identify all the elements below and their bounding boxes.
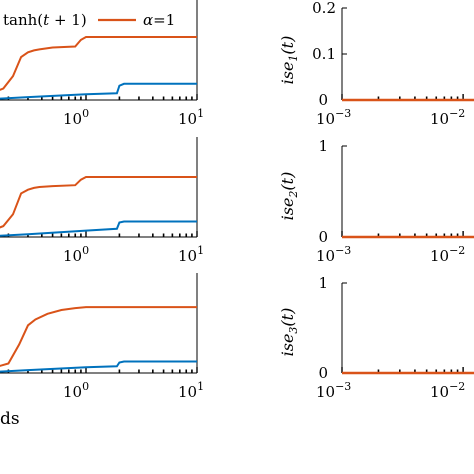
right-panel-2-xtick-label-0: 10−3: [316, 244, 351, 265]
legend-entry-tanh-label: tanh(t + 1): [3, 11, 87, 29]
right-panel-1-ylabel: ise1(t): [278, 36, 300, 85]
right-panel-3: 0 1 10−3 10−2 ise3(t): [278, 274, 474, 401]
right-panel-2-ytick-label-1: 1: [318, 137, 328, 155]
right-panel-1-xtick-label-0: 10−3: [316, 107, 351, 128]
left-panel-3-series-tanh: [0, 360, 197, 373]
left-panel-1-x-ticks: [7, 94, 198, 100]
left-panel-2-series-tanh: [0, 220, 197, 237]
right-panel-1-ytick-label-1: 0.1: [312, 45, 336, 63]
right-panel-2-ylabel: ise2(t): [278, 172, 300, 221]
right-panel-1: 0 0.1 0.2 10−3 10−2 ise1(t): [278, 0, 474, 128]
left-panel-2-series-alpha1: [0, 176, 197, 229]
left-panel-3-xtick-label-1: 101: [178, 380, 204, 401]
right-panel-3-xtick-label-0: 10−3: [316, 380, 351, 401]
legend-entry-alpha-label: α=1: [143, 11, 175, 29]
x-axis-label-fragment: ds: [0, 409, 20, 429]
right-panel-3-ylabel: ise3(t): [278, 308, 300, 357]
right-panel-3-ytick-label-1: 1: [318, 274, 328, 292]
left-panel-3-xtick-label-0: 100: [63, 380, 89, 401]
right-panel-2: 0 1 10−3 10−2 ise2(t): [278, 137, 474, 265]
right-panel-2-xtick-label-1: 10−2: [430, 244, 465, 265]
left-panel-3: 100 101: [0, 273, 204, 401]
left-panel-2: 100 101: [0, 137, 204, 265]
left-panel-1-xtick-label-1: 101: [178, 107, 204, 128]
left-panel-1-xtick-label-0: 100: [63, 107, 89, 128]
left-panel-2-xtick-label-0: 100: [63, 244, 89, 265]
legend: tanh(t + 1) α=1: [3, 11, 175, 29]
left-panel-1-series-alpha1: [0, 36, 197, 91]
right-panel-1-ytick-label-0: 0: [318, 91, 328, 109]
left-panel-3-series-alpha1: [0, 306, 197, 367]
right-panel-2-ytick-label-0: 0: [318, 228, 328, 246]
right-panel-1-xtick-label-1: 10−2: [430, 107, 465, 128]
left-panel-1-series-tanh: [0, 82, 197, 100]
right-panel-3-ytick-label-0: 0: [318, 364, 328, 382]
right-panel-1-ytick-label-2: 0.2: [312, 0, 336, 17]
right-panel-3-xtick-label-1: 10−2: [430, 380, 465, 401]
left-panel-2-xtick-label-1: 101: [178, 244, 204, 265]
